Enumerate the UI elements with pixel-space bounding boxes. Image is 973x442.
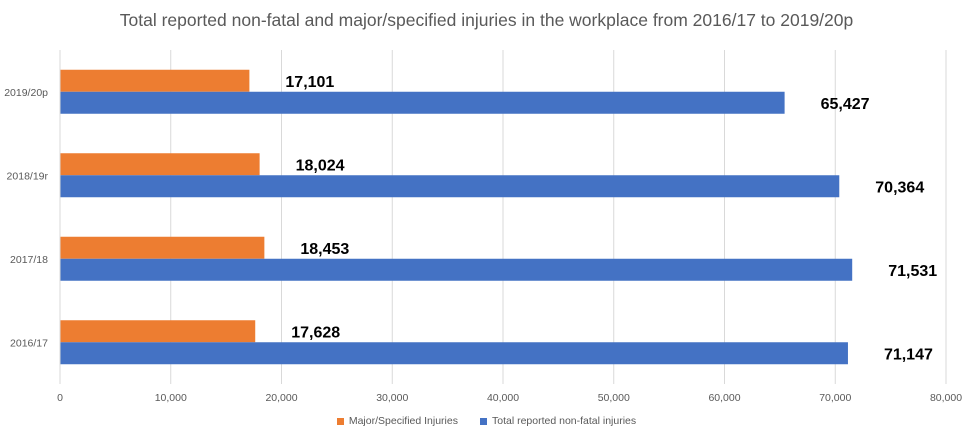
bar-major-specified [60,236,265,259]
x-tick-label: 70,000 [819,392,851,404]
legend-label-total: Total reported non-fatal injuries [491,415,637,427]
x-tick-label: 40,000 [487,392,519,404]
bar-major-specified [60,320,256,343]
legend-label-major: Major/Specified Injuries [348,415,458,427]
x-tick-label: 50,000 [598,392,630,404]
bar-total-non-fatal [60,258,853,281]
chart-title: Total reported non-fatal and major/speci… [119,10,854,30]
x-tick-label: 80,000 [930,392,962,404]
chart-legend: Major/Specified Injuries Total reported … [0,415,973,427]
bar-major-specified [60,69,250,92]
x-tick-label: 0 [57,392,63,404]
data-label: 70,364 [875,179,924,196]
x-tick-label: 10,000 [155,392,187,404]
legend-swatch-total [479,417,487,425]
y-tick-label: 2018/19r [7,170,49,182]
y-tick-label: 2017/18 [10,254,48,266]
legend-item-total: Total reported non-fatal injuries [479,415,637,427]
data-label: 71,531 [888,263,937,280]
y-tick-label: 2016/17 [10,337,48,349]
bar-total-non-fatal [60,342,848,365]
x-tick-label: 30,000 [376,392,408,404]
legend-swatch-major [336,417,344,425]
bar-total-non-fatal [60,175,840,198]
x-tick-label: 60,000 [708,392,740,404]
data-label: 17,101 [285,74,334,91]
legend-item-major: Major/Specified Injuries [336,415,458,427]
bar-major-specified [60,153,260,176]
data-label: 17,628 [291,324,340,341]
data-label: 71,147 [884,346,933,363]
x-tick-label: 20,000 [265,392,297,404]
data-label: 18,453 [300,241,349,258]
y-tick-label: 2019/20p [4,87,48,99]
data-label: 18,024 [296,157,345,174]
data-label: 65,427 [821,96,870,113]
bar-total-non-fatal [60,91,785,114]
